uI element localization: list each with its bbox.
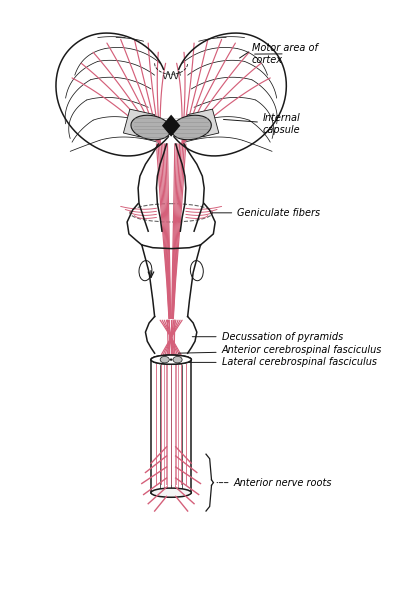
Ellipse shape	[151, 355, 191, 364]
Text: Decussation of pyramids: Decussation of pyramids	[192, 332, 343, 342]
Ellipse shape	[131, 115, 171, 140]
Polygon shape	[162, 115, 180, 137]
Text: Anterior nerve roots: Anterior nerve roots	[217, 478, 332, 488]
Text: Internal
capsule: Internal capsule	[223, 113, 301, 134]
Text: Lateral cerebrospinal fasciculus: Lateral cerebrospinal fasciculus	[188, 358, 376, 367]
Ellipse shape	[173, 356, 182, 363]
Polygon shape	[188, 109, 219, 137]
Text: Anterior cerebrospinal fasciculus: Anterior cerebrospinal fasciculus	[179, 346, 382, 355]
Ellipse shape	[171, 115, 211, 140]
Ellipse shape	[160, 356, 169, 363]
Ellipse shape	[151, 355, 191, 364]
Text: Geniculate fibers: Geniculate fibers	[212, 208, 320, 218]
Polygon shape	[123, 109, 155, 137]
Ellipse shape	[151, 488, 191, 497]
Ellipse shape	[170, 358, 173, 361]
Text: Motor area of
cortex: Motor area of cortex	[252, 43, 318, 65]
